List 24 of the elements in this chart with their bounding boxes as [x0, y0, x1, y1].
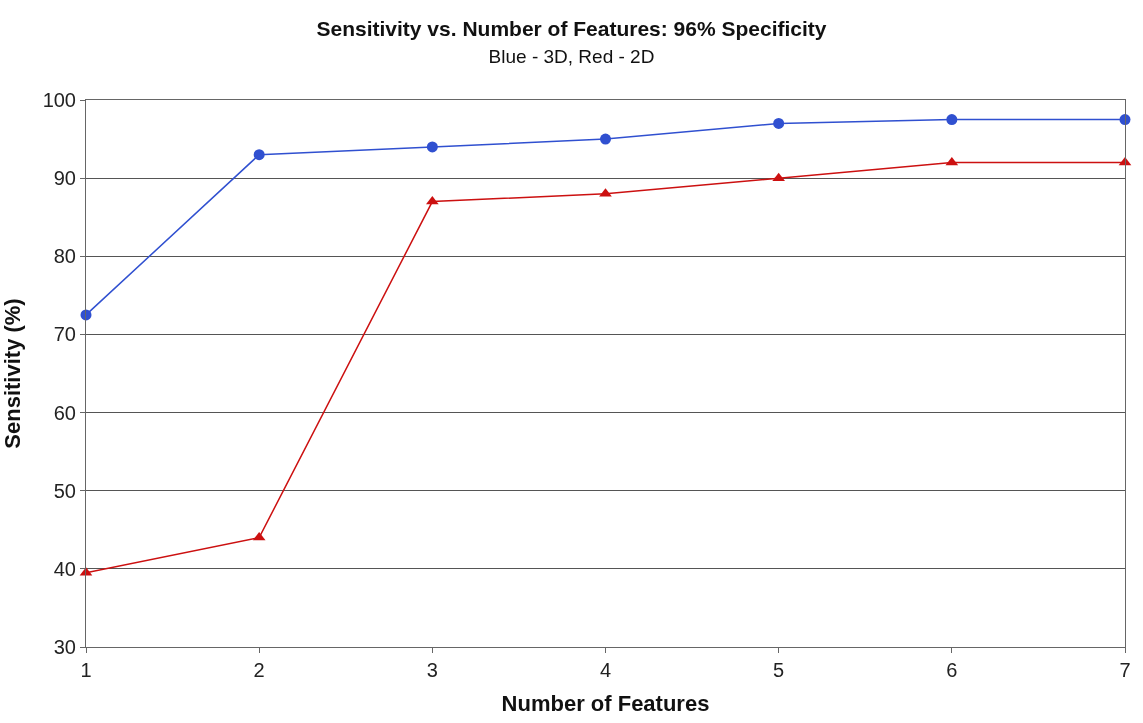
y-tick-label: 80	[53, 245, 76, 268]
y-tick-label: 30	[53, 636, 76, 658]
point	[773, 117, 785, 129]
y-tick-label: 50	[53, 479, 76, 502]
y-tick-label: 100	[42, 89, 76, 111]
x-tick-label: 2	[253, 659, 265, 681]
point	[600, 133, 611, 145]
x-axis-title: Number of Features	[501, 690, 710, 716]
y-tick-label: 90	[53, 167, 76, 190]
y-tick-label: 40	[53, 557, 76, 580]
chart-title: Sensitivity vs. Number of Features: 96% Specificity	[316, 17, 827, 41]
y-tick-label: 60	[53, 401, 76, 424]
point	[946, 114, 958, 126]
x-tick-label: 6	[946, 659, 958, 681]
point	[253, 149, 265, 161]
point	[426, 141, 438, 153]
y-axis-title: Sensitivity (%)	[0, 298, 26, 449]
x-tick-label: 7	[1119, 659, 1131, 681]
x-tick-label: 5	[773, 659, 785, 681]
x-tick-label: 4	[599, 659, 612, 681]
x-tick-label: 1	[80, 659, 92, 681]
x-tick-label: 3	[426, 659, 438, 681]
y-tick-label: 70	[53, 323, 76, 346]
chart-subtitle: Blue - 3D, Red - 2D	[488, 46, 655, 68]
